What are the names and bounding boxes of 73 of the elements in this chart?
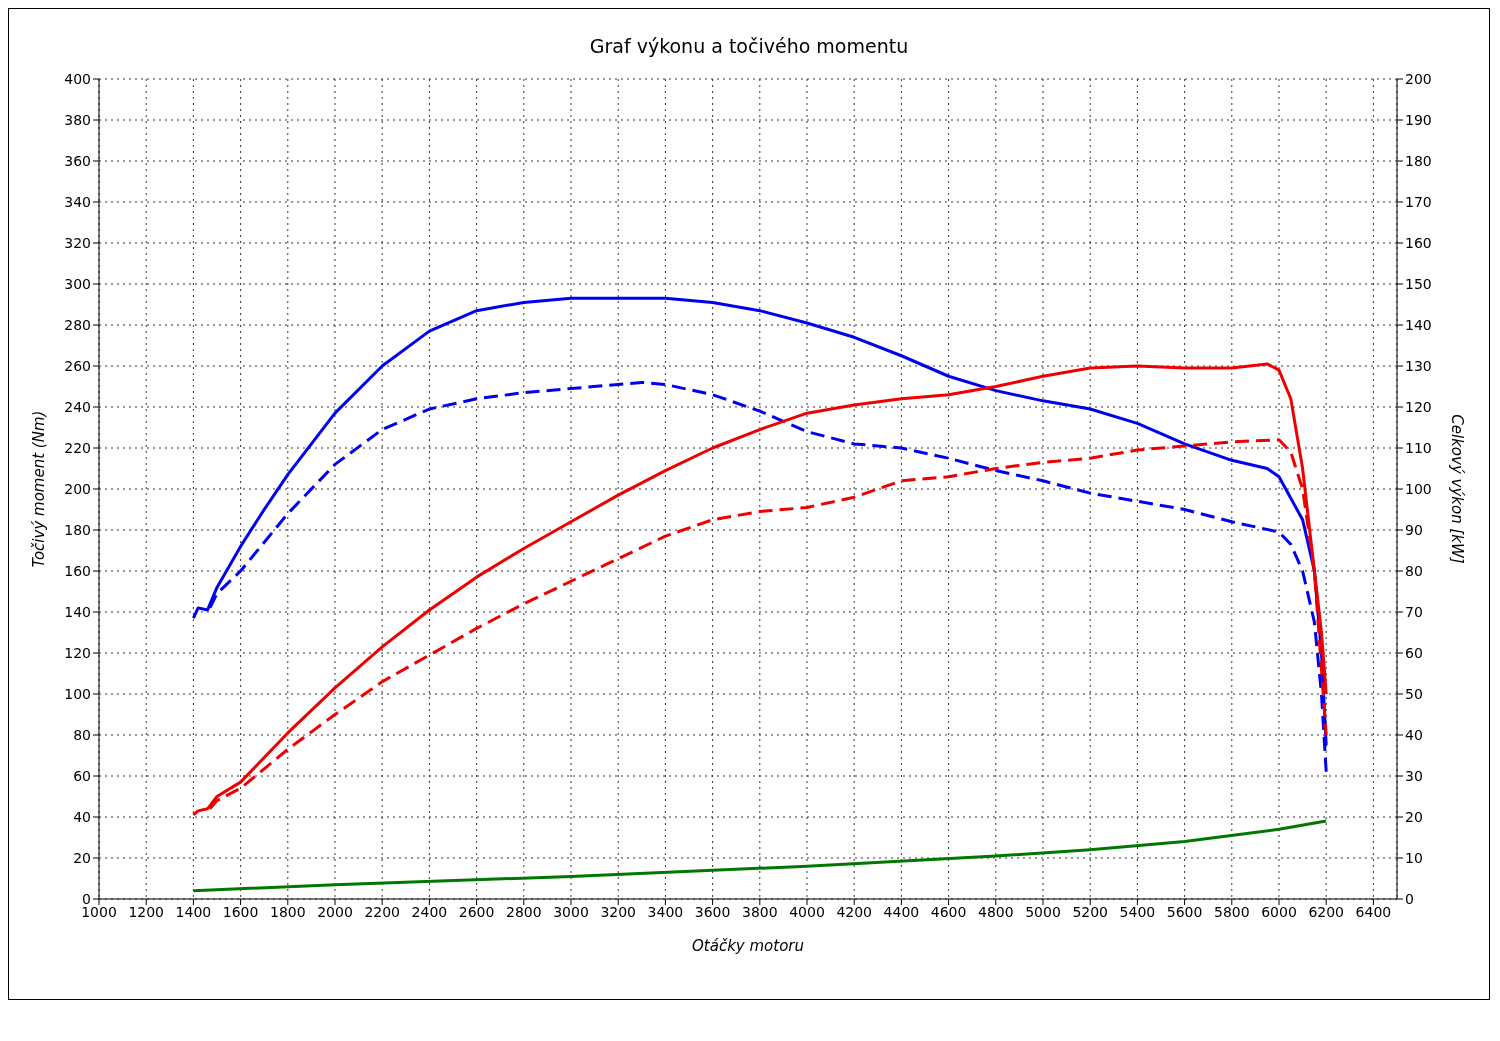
x-tick-label: 2000: [317, 903, 353, 920]
y2-tick-label: 130: [1405, 357, 1432, 374]
y-tick-label: 120: [64, 644, 91, 661]
y-axis-title: Točivý moment (Nm): [30, 410, 49, 568]
y2-tick-label: 30: [1405, 767, 1423, 784]
y2-tick-label: 60: [1405, 644, 1423, 661]
y2-tick-label: 170: [1405, 193, 1432, 210]
y-tick-label: 380: [64, 111, 91, 128]
y2-tick-label: 50: [1405, 685, 1423, 702]
y2-tick-label: 100: [1405, 480, 1432, 497]
x-tick-label: 4200: [836, 903, 873, 920]
y2-tick-label: 150: [1405, 275, 1432, 292]
chart-title: Graf výkonu a točivého momentu: [588, 34, 910, 59]
y-tick-label: 140: [64, 603, 91, 620]
y-tick-label: 100: [64, 685, 91, 702]
y2-tick-label: 80: [1405, 562, 1423, 579]
x-tick-label: 1200: [128, 903, 165, 920]
y-tick-label: 320: [64, 234, 91, 251]
y-tick-label: 40: [73, 808, 91, 825]
x-tick-label: 3400: [647, 903, 684, 920]
x-tick-label: 2200: [364, 903, 401, 920]
line-series: [191, 819, 1328, 893]
y-tick-label: 20: [73, 849, 91, 866]
x-tick-label: 2800: [505, 903, 542, 920]
y-tick-label: 80: [73, 726, 91, 743]
x-tick-label: 4000: [789, 903, 825, 920]
y-tick-label: 360: [64, 152, 91, 169]
x-tick-label: 1400: [175, 903, 212, 920]
y-tick-label: 200: [64, 480, 91, 497]
y2-tick-label: 10: [1405, 849, 1423, 866]
x-tick-label: 5800: [1213, 903, 1250, 920]
y-tick-label: 160: [64, 562, 91, 579]
y2-tick-label: 190: [1405, 111, 1432, 128]
y2-tick-label: 180: [1405, 152, 1432, 169]
y2-tick-label: 70: [1405, 603, 1423, 620]
y-tick-label: 180: [64, 521, 91, 538]
x-axis-title: Otáčky motoru: [692, 937, 804, 955]
y2-tick-label: 200: [1405, 70, 1432, 87]
y2-tick-label: 110: [1405, 439, 1432, 456]
x-tick-label: 3000: [553, 903, 589, 920]
y2-axis-title: Celkový výkon [kW]: [1447, 414, 1466, 564]
x-tick-label: 5200: [1072, 903, 1109, 920]
y2-tick-label: 160: [1405, 234, 1432, 251]
y-tick-label: 240: [64, 398, 91, 415]
y2-tick-label: 120: [1405, 398, 1432, 415]
y-tick-label: 300: [64, 275, 91, 292]
y-tick-label: 220: [64, 439, 91, 456]
y-tick-label: 60: [73, 767, 91, 784]
x-tick-label: 6000: [1261, 903, 1297, 920]
x-tick-label: 5600: [1166, 903, 1203, 920]
y2-tick-label: 20: [1405, 808, 1423, 825]
x-tick-label: 4800: [977, 903, 1014, 920]
x-tick-label: 3600: [694, 903, 731, 920]
y-tick-label: 340: [64, 193, 91, 210]
x-tick-label: 5000: [1025, 903, 1061, 920]
y-tick-label: 400: [64, 70, 91, 87]
y-tick-label: 260: [64, 357, 91, 374]
x-tick-label: 4600: [930, 903, 967, 920]
y-tick-label: 280: [64, 316, 91, 333]
x-tick-label: 6200: [1308, 903, 1345, 920]
x-tick-label: 3200: [600, 903, 637, 920]
x-tick-label: 2400: [411, 903, 448, 920]
y2-tick-label: 140: [1405, 316, 1432, 333]
x-tick-label: 6400: [1355, 903, 1392, 920]
x-tick-label: 1600: [222, 903, 259, 920]
x-tick-label: 1800: [269, 903, 306, 920]
y2-tick-label: 0: [1405, 890, 1414, 907]
x-tick-label: 3800: [741, 903, 778, 920]
y2-tick-label: 40: [1405, 726, 1423, 743]
y2-tick-label: 90: [1405, 521, 1423, 538]
x-tick-label: 2600: [458, 903, 495, 920]
x-tick-label: 5400: [1119, 903, 1156, 920]
x-tick-label: 4400: [883, 903, 920, 920]
